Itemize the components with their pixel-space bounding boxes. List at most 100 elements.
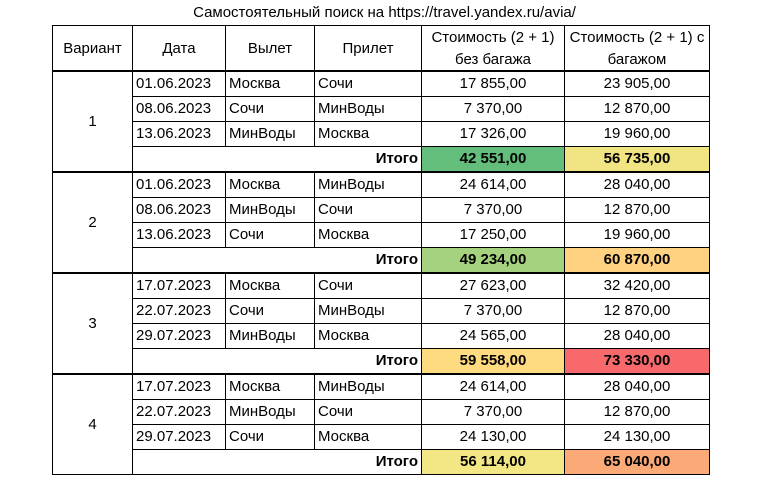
total-bag: 73 330,00 [564, 348, 710, 375]
table-row: 08.06.2023 МинВоды Сочи 7 370,00 12 870,00 [53, 197, 710, 223]
header-date: Дата [132, 25, 226, 72]
flight-date: 01.06.2023 [132, 70, 226, 97]
flight-date: 08.06.2023 [132, 96, 226, 122]
flight-to: МинВоды [314, 171, 422, 198]
flight-date: 17.07.2023 [132, 272, 226, 299]
table-row: 2 01.06.2023 Москва МинВоды 24 614,00 28 040,… [52, 171, 710, 274]
cost-bag: 28 040,00 [564, 373, 710, 400]
flight-from: МинВоды [225, 323, 315, 349]
flight-from: Москва [225, 70, 315, 97]
table-row: 08.06.2023 Сочи МинВоды 7 370,00 12 870,00 [53, 96, 710, 122]
total-row: Итого 49 234,00 60 870,00 [53, 247, 710, 274]
cost-no-bag: 17 250,00 [421, 222, 565, 248]
header-cost-bag-line2: багажом [564, 48, 710, 72]
flight-date: 29.07.2023 [132, 323, 226, 349]
variant-number: 3 [52, 272, 133, 375]
flight-to: Москва [314, 121, 422, 147]
total-no-bag: 42 551,00 [421, 146, 565, 173]
cost-no-bag: 24 565,00 [421, 323, 565, 349]
cost-no-bag: 7 370,00 [421, 96, 565, 122]
cost-bag: 24 130,00 [564, 424, 710, 450]
cost-bag: 12 870,00 [564, 399, 710, 425]
flight-from: Сочи [225, 424, 315, 450]
header-to: Прилет [314, 25, 422, 72]
flight-from: Москва [225, 171, 315, 198]
flight-from: Сочи [225, 222, 315, 248]
cost-bag: 19 960,00 [564, 222, 710, 248]
flight-from: МинВоды [225, 399, 315, 425]
total-label: Итого [132, 348, 422, 375]
cost-bag: 12 870,00 [564, 96, 710, 122]
table-row: 22.07.2023 МинВоды Сочи 7 370,00 12 870,00 [53, 399, 710, 425]
header-cost-no-bag-line2: без багажа [421, 48, 565, 72]
table-row: 22.07.2023 Сочи МинВоды 7 370,00 12 870,00 [53, 298, 710, 324]
flight-from: Москва [225, 272, 315, 299]
cost-no-bag: 24 614,00 [421, 171, 565, 198]
flight-to: Сочи [314, 399, 422, 425]
table-row: 29.07.2023 Сочи Москва 24 130,00 24 130,00 [53, 424, 710, 450]
flight-from: Москва [225, 373, 315, 400]
total-no-bag: 49 234,00 [421, 247, 565, 274]
flight-date: 22.07.2023 [132, 298, 226, 324]
cost-no-bag: 24 614,00 [421, 373, 565, 400]
cost-bag: 28 040,00 [564, 171, 710, 198]
table-body: 1 01.06.2023 Москва Сочи 17 855,00 23 905,00 0… [52, 70, 710, 475]
table-row: 29.07.2023 МинВоды Москва 24 565,00 28 040,0… [53, 323, 710, 349]
flight-date: 08.06.2023 [132, 197, 226, 223]
flight-date: 13.06.2023 [132, 121, 226, 147]
flights-table: Вариант Дата Вылет Прилет Стоимость (2 +… [52, 25, 710, 475]
cost-bag: 32 420,00 [564, 272, 710, 299]
table-row: 1 01.06.2023 Москва Сочи 17 855,00 23 905,00 [52, 70, 710, 173]
cost-no-bag: 17 855,00 [421, 70, 565, 97]
page-title: Самостоятельный поиск на https://travel.… [193, 4, 576, 21]
variant-number: 1 [52, 70, 133, 173]
flight-to: Москва [314, 323, 422, 349]
cost-bag: 23 905,00 [564, 70, 710, 97]
flight-from: Сочи [225, 298, 315, 324]
cost-bag: 19 960,00 [564, 121, 710, 147]
total-row: Итого 59 558,00 73 330,00 [53, 348, 710, 375]
total-no-bag: 56 114,00 [421, 449, 565, 475]
flight-date: 22.07.2023 [132, 399, 226, 425]
total-row: Итого 56 114,00 65 040,00 [53, 449, 710, 475]
cost-no-bag: 27 623,00 [421, 272, 565, 299]
total-label: Итого [132, 146, 422, 173]
header-cost-bag-line1: Стоимость (2 + 1) с [564, 25, 710, 48]
total-bag: 60 870,00 [564, 247, 710, 274]
flight-date: 29.07.2023 [132, 424, 226, 450]
table-row: 13.06.2023 МинВоды Москва 17 326,00 19 960,0… [53, 121, 710, 147]
variant-number: 2 [52, 171, 133, 274]
flight-date: 17.07.2023 [132, 373, 226, 400]
flight-to: МинВоды [314, 298, 422, 324]
flight-from: МинВоды [225, 121, 315, 147]
flight-to: Сочи [314, 197, 422, 223]
total-no-bag: 59 558,00 [421, 348, 565, 375]
table-row: 4 17.07.2023 Москва МинВоды 24 614,00 28 040,… [52, 373, 710, 475]
flight-to: МинВоды [314, 96, 422, 122]
table-row: 13.06.2023 Сочи Москва 17 250,00 19 960,00 [53, 222, 710, 248]
table-row: 3 17.07.2023 Москва Сочи 27 623,00 32 420,00 [52, 272, 710, 375]
flight-to: Сочи [314, 70, 422, 97]
variant-number: 4 [52, 373, 133, 475]
cost-bag: 12 870,00 [564, 298, 710, 324]
cost-no-bag: 7 370,00 [421, 298, 565, 324]
total-bag: 56 735,00 [564, 146, 710, 173]
cost-no-bag: 24 130,00 [421, 424, 565, 450]
cost-no-bag: 7 370,00 [421, 399, 565, 425]
flight-to: Москва [314, 222, 422, 248]
header-cost-no-bag-line1: Стоимость (2 + 1) [421, 25, 565, 48]
flight-to: Москва [314, 424, 422, 450]
header-from: Вылет [225, 25, 315, 72]
cost-bag: 12 870,00 [564, 197, 710, 223]
flight-to: МинВоды [314, 373, 422, 400]
total-label: Итого [132, 449, 422, 475]
total-label: Итого [132, 247, 422, 274]
cost-bag: 28 040,00 [564, 323, 710, 349]
total-bag: 65 040,00 [564, 449, 710, 475]
flight-date: 01.06.2023 [132, 171, 226, 198]
flight-date: 13.06.2023 [132, 222, 226, 248]
cost-no-bag: 7 370,00 [421, 197, 565, 223]
header-variant: Вариант [52, 25, 133, 72]
flight-from: МинВоды [225, 197, 315, 223]
flight-to: Сочи [314, 272, 422, 299]
